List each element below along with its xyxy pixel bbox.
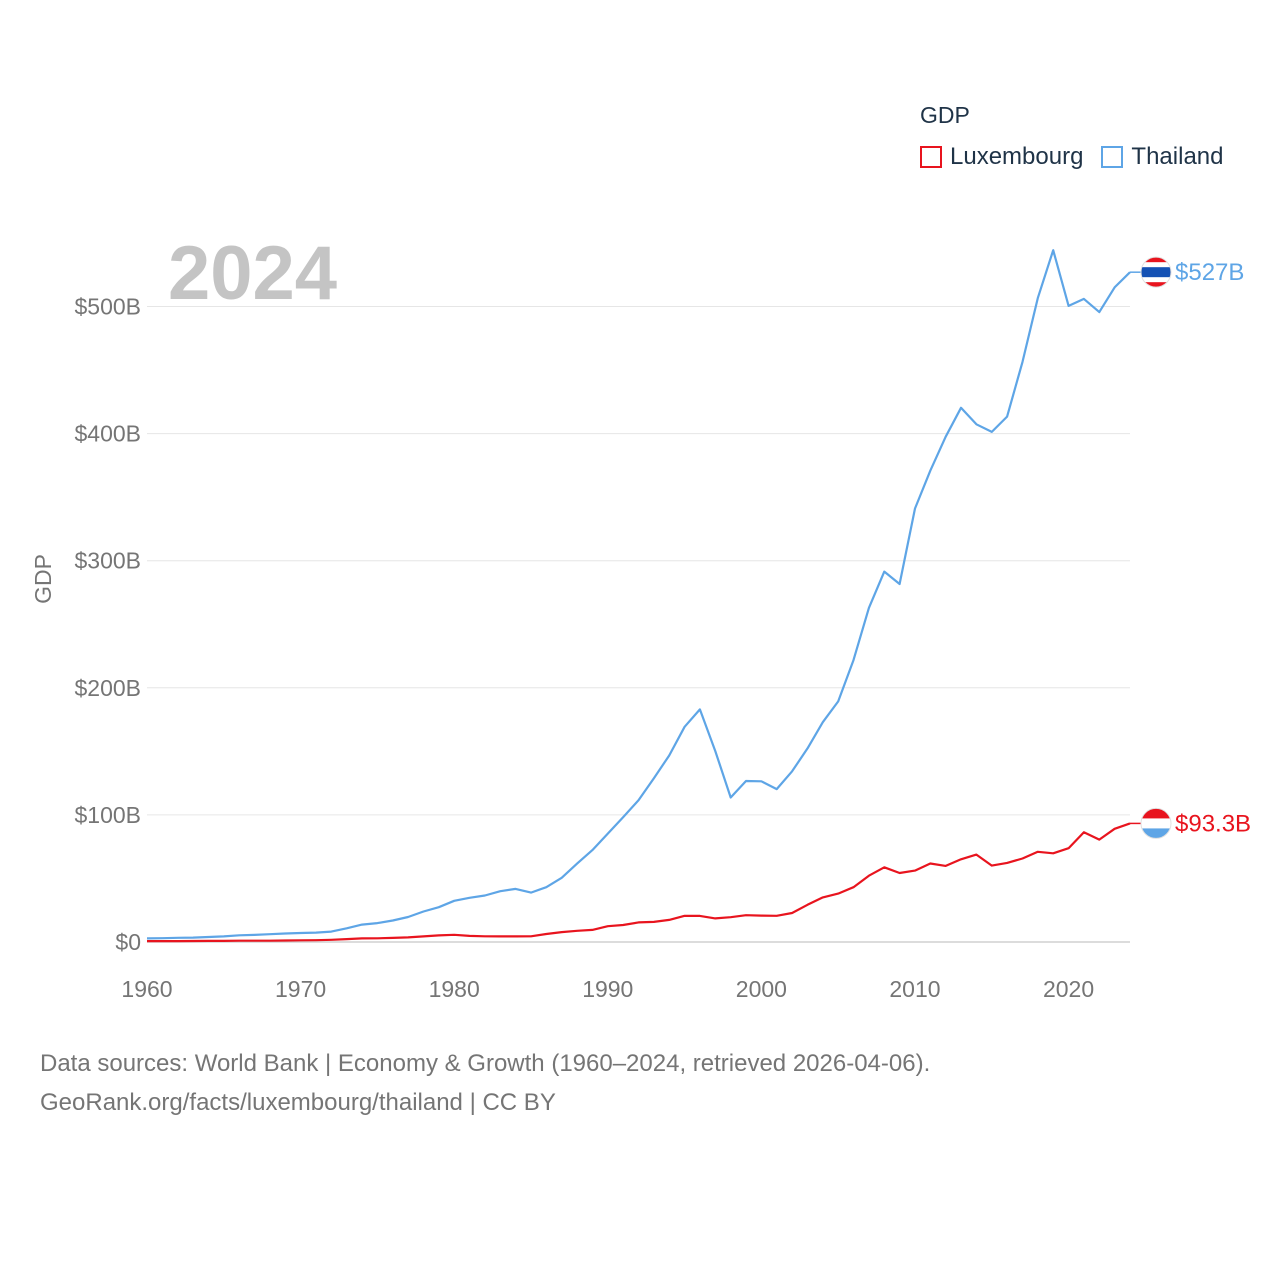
legend-swatch-luxembourg [920, 146, 942, 168]
year-label: 2024 [168, 231, 337, 316]
x-tick-label: 1990 [582, 976, 633, 1002]
y-tick-label: $0 [115, 929, 141, 955]
source-line-1: Data sources: World Bank | Economy & Gro… [40, 1050, 931, 1077]
x-tick-label: 2020 [1043, 976, 1094, 1002]
y-tick-label: $400B [74, 421, 141, 447]
x-axis-ticks: 1960 1970 1980 1990 2000 2010 2020 [121, 976, 1094, 1002]
legend: Luxembourg Thailand [920, 143, 1241, 171]
x-tick-label: 1970 [275, 976, 326, 1002]
series-line-thailand [146, 249, 1131, 940]
y-axis-title: GDP [30, 554, 56, 604]
y-tick-label: $100B [74, 802, 141, 828]
end-markers: $93.3B $527B [1130, 256, 1251, 839]
y-tick-label: $300B [74, 548, 141, 574]
end-label-luxembourg: $93.3B [1175, 810, 1251, 837]
legend-item-luxembourg[interactable]: Luxembourg [920, 143, 1083, 171]
end-label-thailand: $527B [1175, 259, 1244, 286]
series-lines [146, 249, 1131, 943]
source-note: Data sources: World Bank | Economy & Gro… [40, 1044, 930, 1122]
series-line-luxembourg [147, 822, 1131, 943]
legend-label-thailand: Thailand [1131, 143, 1224, 170]
legend-item-thailand[interactable]: Thailand [1101, 143, 1223, 171]
x-tick-label: 1960 [121, 976, 172, 1002]
x-tick-label: 2010 [889, 976, 940, 1002]
flag-icon-luxembourg [1140, 807, 1172, 839]
legend-swatch-thailand [1101, 146, 1124, 168]
legend-title: GDP [920, 102, 970, 128]
legend-label-luxembourg: Luxembourg [950, 143, 1084, 170]
source-line-2[interactable]: GeoRank.org/facts/luxembourg/thailand | … [40, 1089, 556, 1116]
y-axis-ticks: $0 $100B $200B $300B $400B $500B [74, 294, 141, 956]
x-tick-label: 1980 [429, 976, 480, 1002]
flag-icon-thailand [1140, 256, 1172, 288]
y-tick-label: $200B [74, 675, 141, 701]
y-tick-label: $500B [74, 294, 141, 320]
x-tick-label: 2000 [736, 976, 787, 1002]
gridlines [147, 306, 1130, 943]
